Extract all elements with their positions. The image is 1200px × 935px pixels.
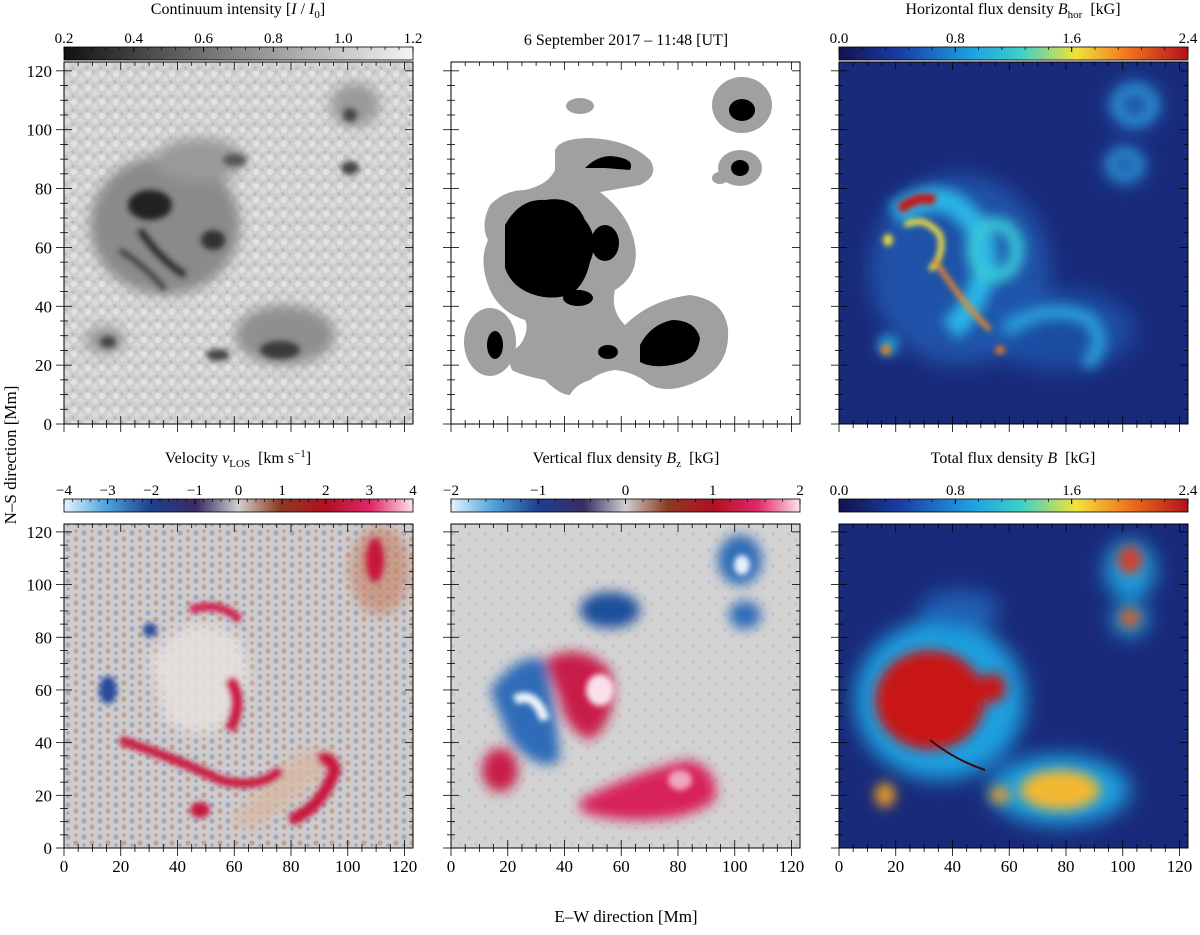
continuum-colorbar: 0.2 0.4 0.6 0.8 1.0 1.2 xyxy=(55,31,423,61)
y-tick-label: 20 xyxy=(35,356,52,375)
x-tick-label: 100 xyxy=(722,857,748,876)
cbar-tick-label: 2.4 xyxy=(1179,483,1198,499)
cbar-tick-label: 1.6 xyxy=(1062,31,1081,47)
y-tick-label: 40 xyxy=(35,297,52,316)
x-tick-label: 60 xyxy=(226,857,243,876)
x-tick-label: 100 xyxy=(1110,857,1136,876)
cbar-tick-label: −4 xyxy=(56,483,72,499)
cbar-tick-label: 1 xyxy=(278,483,286,499)
x-tick-label: 80 xyxy=(669,857,686,876)
cbar-tick-label: 2 xyxy=(796,483,804,499)
y-tick-label: 0 xyxy=(44,415,53,434)
vlos-map xyxy=(64,524,413,848)
x-axis-label: E–W direction [Mm] xyxy=(554,907,697,926)
cbar-tick-label: −1 xyxy=(187,483,203,499)
cbar-tick-label: 0.4 xyxy=(124,31,143,47)
x-tick-label: 40 xyxy=(169,857,186,876)
cbar-tick-label: 0 xyxy=(235,483,243,499)
cbar-tick-label: 0.2 xyxy=(55,31,74,47)
bz-map xyxy=(451,524,800,848)
x-tick-label: 40 xyxy=(944,857,961,876)
cbar-tick-label: 1.0 xyxy=(334,31,353,47)
y-tick-label: 100 xyxy=(27,576,53,595)
cbar-tick-label: 1 xyxy=(709,483,717,499)
x-tick-label: 120 xyxy=(392,857,418,876)
x-tick-label: 60 xyxy=(1001,857,1018,876)
cbar-tick-label: −2 xyxy=(443,483,459,499)
y-tick-label: 80 xyxy=(35,628,52,647)
continuum-map xyxy=(64,62,413,424)
date-label: 6 September 2017 – 11:48 [UT] xyxy=(524,32,728,49)
cbar-tick-label: −3 xyxy=(100,483,116,499)
cbar-tick-label: 1.6 xyxy=(1062,483,1081,499)
btot-map xyxy=(839,524,1188,848)
bhor-map xyxy=(839,62,1188,424)
x-tick-label: 20 xyxy=(499,857,516,876)
y-tick-label: 40 xyxy=(35,734,52,753)
cbar-tick-label: 0.0 xyxy=(830,31,849,47)
x-tick-label: 120 xyxy=(1167,857,1193,876)
x-tick-label: 80 xyxy=(1057,857,1074,876)
x-tick-label: 100 xyxy=(335,857,361,876)
cbar-tick-label: 0.0 xyxy=(830,483,849,499)
x-tick-label: 60 xyxy=(613,857,630,876)
bhor-colorbar: 0.0 0.8 1.6 2.4 xyxy=(830,31,1198,61)
y-tick-label: 80 xyxy=(35,180,52,199)
cbar-tick-label: 0.6 xyxy=(194,31,213,47)
x-tick-label: 0 xyxy=(835,857,844,876)
y-axis-label: N–S direction [Mm] xyxy=(1,386,20,525)
y-tick-label: 20 xyxy=(35,786,52,805)
vlos-colorbar: −4 −3 −2 −1 0 1 2 3 4 xyxy=(56,483,417,513)
continuum-title: Continuum intensity [I / I0] xyxy=(151,1,325,21)
y-tick-label: 60 xyxy=(35,681,52,700)
cbar-tick-label: −2 xyxy=(143,483,159,499)
cbar-tick-label: 0.8 xyxy=(946,483,965,499)
btot-title: Total flux density B [kG] xyxy=(931,450,1096,467)
x-tick-label: 80 xyxy=(282,857,299,876)
cbar-tick-label: 3 xyxy=(366,483,374,499)
y-tick-label: 120 xyxy=(27,523,53,542)
bz-title: Vertical flux density Bz [kG] xyxy=(533,450,720,470)
cbar-tick-label: 4 xyxy=(409,483,417,499)
cbar-tick-label: 0.8 xyxy=(264,31,283,47)
cbar-tick-label: 2 xyxy=(322,483,330,499)
cbar-tick-label: 0.8 xyxy=(946,31,965,47)
cbar-tick-label: 1.2 xyxy=(404,31,423,47)
bz-colorbar: −2 −1 0 1 2 xyxy=(443,483,804,513)
y-tick-label: 0 xyxy=(44,839,53,858)
cbar-tick-label: 0 xyxy=(622,483,630,499)
bhor-title: Horizontal flux density Bhor [kG] xyxy=(905,1,1120,21)
x-tick-label: 0 xyxy=(447,857,456,876)
y-tick-label: 120 xyxy=(27,62,53,81)
axis-ticks xyxy=(56,62,1188,856)
cbar-tick-label: 2.4 xyxy=(1179,31,1198,47)
x-tick-label: 20 xyxy=(112,857,129,876)
y-tick-label: 100 xyxy=(27,121,53,140)
cbar-tick-label: −1 xyxy=(530,483,546,499)
x-tick-label: 40 xyxy=(556,857,573,876)
btot-colorbar: 0.0 0.8 1.6 2.4 xyxy=(830,483,1198,513)
x-tick-label: 20 xyxy=(887,857,904,876)
vlos-title: Velocity vLOS [km s−1] xyxy=(165,448,311,470)
x-tick-label: 0 xyxy=(60,857,69,876)
umbra-penumbra-mask xyxy=(451,62,800,424)
x-tick-label: 120 xyxy=(779,857,805,876)
y-tick-label: 60 xyxy=(35,238,52,257)
